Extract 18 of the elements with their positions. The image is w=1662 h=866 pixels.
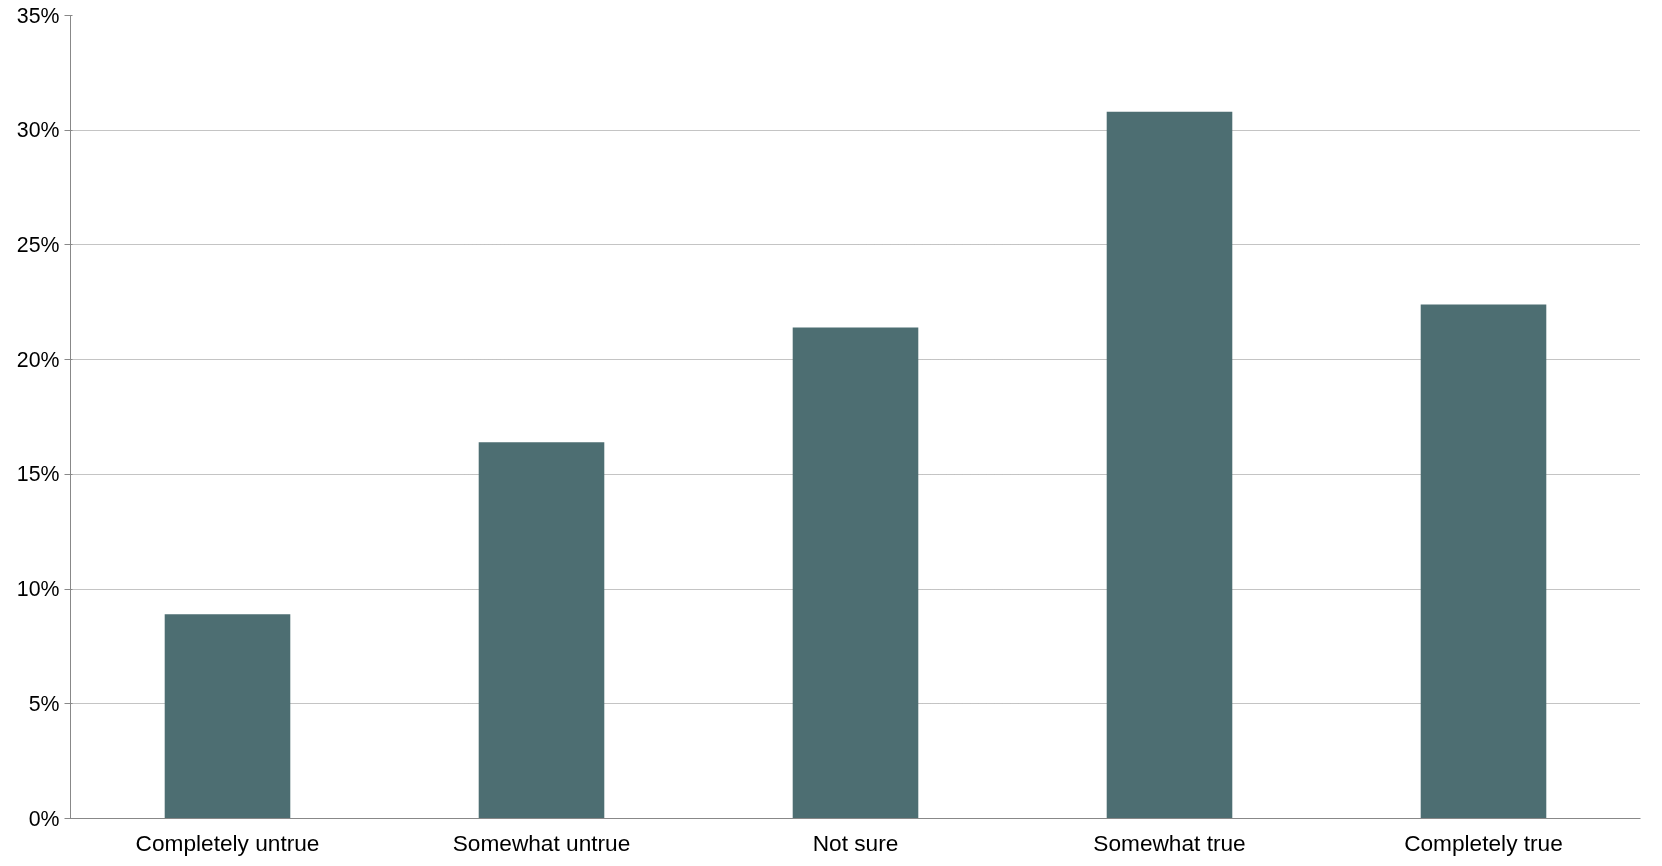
x-tick-label: Completely true [1404,829,1563,856]
x-tick-label: Not sure [812,829,899,856]
y-tick-label: 5% [28,691,60,716]
bar [792,327,919,819]
bar [478,442,605,819]
y-tick-label: 25% [16,232,60,257]
y-tick-label: 20% [16,347,60,372]
bar [164,614,291,819]
bar [1106,111,1233,819]
y-tick-label: 35% [16,3,60,28]
y-tick-label: 30% [16,118,60,143]
bar [1420,304,1547,819]
x-tick-label: Somewhat untrue [452,829,631,856]
y-tick-label: 15% [16,462,60,487]
y-tick-label: 0% [28,806,60,831]
x-tick-label: Somewhat true [1093,829,1246,856]
y-tick-label: 10% [16,577,60,602]
x-tick-label: Completely untrue [135,829,320,856]
